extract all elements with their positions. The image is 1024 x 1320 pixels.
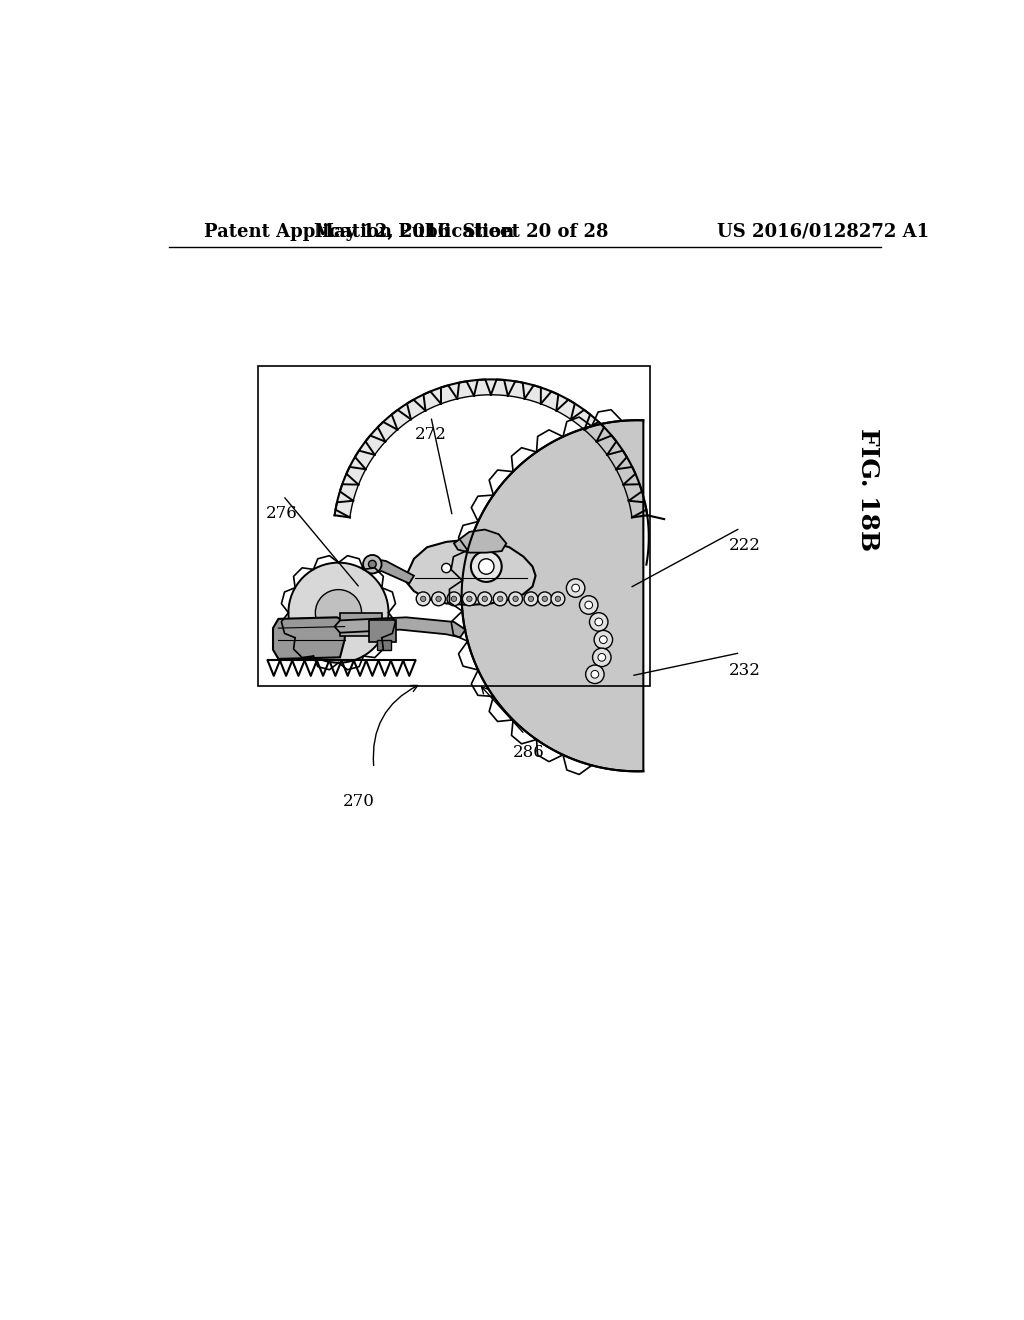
Circle shape (436, 597, 441, 602)
Polygon shape (273, 618, 346, 659)
Circle shape (590, 612, 608, 631)
Polygon shape (335, 379, 647, 517)
Bar (258, 367, 650, 686)
Bar (340, 619, 382, 636)
Bar (340, 612, 382, 622)
Text: US 2016/0128272 A1: US 2016/0128272 A1 (718, 223, 930, 240)
Circle shape (591, 671, 599, 678)
Text: 272: 272 (415, 425, 446, 442)
Text: May 12, 2016  Sheet 20 of 28: May 12, 2016 Sheet 20 of 28 (314, 223, 609, 240)
Circle shape (551, 591, 565, 606)
Circle shape (586, 665, 604, 684)
Circle shape (555, 597, 560, 602)
Circle shape (467, 597, 472, 602)
Circle shape (598, 653, 605, 661)
Polygon shape (335, 618, 466, 638)
Circle shape (599, 636, 607, 644)
Circle shape (478, 558, 494, 574)
Circle shape (524, 591, 538, 606)
Circle shape (498, 597, 503, 602)
Text: FIG. 18B: FIG. 18B (856, 428, 881, 550)
Circle shape (528, 597, 534, 602)
Circle shape (593, 648, 611, 667)
Circle shape (432, 591, 445, 606)
Circle shape (509, 591, 522, 606)
Circle shape (580, 595, 598, 614)
Polygon shape (361, 558, 414, 583)
Text: 276: 276 (265, 506, 297, 521)
Circle shape (595, 618, 602, 626)
Circle shape (369, 560, 376, 568)
Bar (377, 640, 391, 649)
Circle shape (482, 597, 487, 602)
Circle shape (538, 591, 552, 606)
Circle shape (463, 591, 476, 606)
Circle shape (566, 579, 585, 598)
Circle shape (416, 591, 430, 606)
Text: 222: 222 (728, 537, 760, 554)
Polygon shape (407, 540, 536, 605)
Circle shape (478, 591, 492, 606)
Circle shape (494, 591, 507, 606)
Circle shape (594, 631, 612, 649)
Polygon shape (454, 529, 506, 553)
Circle shape (421, 597, 426, 602)
Circle shape (441, 564, 451, 573)
Circle shape (447, 591, 461, 606)
Text: Patent Application Publication: Patent Application Publication (204, 223, 514, 240)
Circle shape (452, 597, 457, 602)
Polygon shape (462, 420, 643, 771)
Circle shape (585, 601, 593, 609)
Circle shape (315, 590, 361, 636)
Text: 232: 232 (728, 663, 760, 678)
Text: 270: 270 (343, 793, 375, 810)
Circle shape (364, 554, 382, 573)
Circle shape (513, 597, 518, 602)
Text: 286: 286 (513, 743, 545, 760)
Bar (370, 620, 396, 642)
Circle shape (542, 597, 548, 602)
Circle shape (471, 552, 502, 582)
Circle shape (289, 562, 388, 663)
Circle shape (571, 585, 580, 591)
